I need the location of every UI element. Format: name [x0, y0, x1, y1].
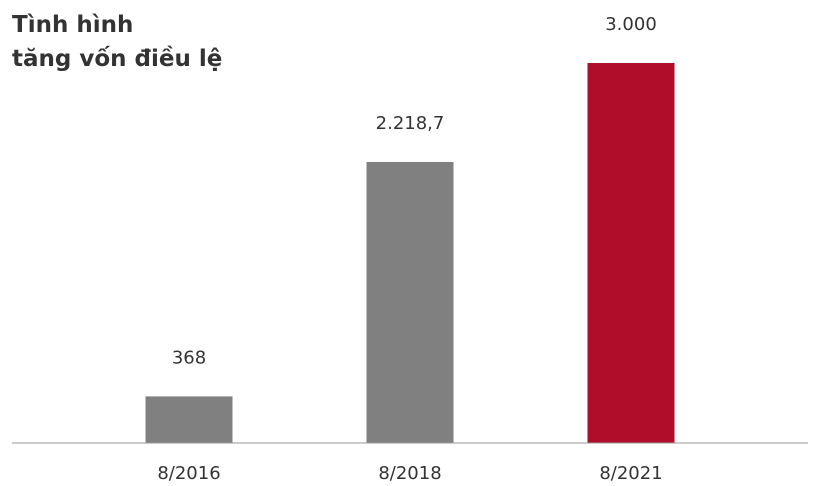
value-label: 3.000 [605, 14, 657, 35]
chart-title: Tình hình [12, 12, 133, 38]
x-tick-label: 8/2018 [378, 463, 441, 484]
bar [145, 396, 233, 443]
value-label: 2.218,7 [376, 113, 445, 134]
x-tick-label: 8/2021 [599, 463, 662, 484]
x-tick-label: 8/2016 [157, 463, 220, 484]
value-label: 368 [172, 347, 206, 368]
bar [587, 63, 675, 443]
chart-title: tăng vốn điều lệ [12, 45, 222, 72]
bar [366, 161, 454, 443]
